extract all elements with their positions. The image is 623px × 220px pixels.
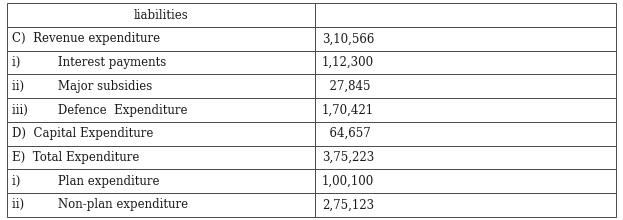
Text: ii)         Major subsidies: ii) Major subsidies <box>12 80 153 93</box>
Text: 64,657: 64,657 <box>322 127 371 140</box>
Bar <box>7 27 315 51</box>
Text: iii)        Defence  Expenditure: iii) Defence Expenditure <box>12 103 188 117</box>
Text: D)  Capital Expenditure: D) Capital Expenditure <box>12 127 154 140</box>
Bar <box>315 3 616 27</box>
Bar <box>7 169 315 193</box>
Bar <box>315 146 616 169</box>
Bar <box>7 51 315 74</box>
Text: 27,845: 27,845 <box>322 80 371 93</box>
Text: C)  Revenue expenditure: C) Revenue expenditure <box>12 32 161 45</box>
Text: 1,12,300: 1,12,300 <box>322 56 374 69</box>
Bar <box>7 193 315 217</box>
Bar <box>315 122 616 146</box>
Text: i)          Plan expenditure: i) Plan expenditure <box>12 175 160 188</box>
Bar <box>315 193 616 217</box>
Text: 1,70,421: 1,70,421 <box>322 103 374 117</box>
Text: liabilities: liabilities <box>133 9 188 22</box>
Bar <box>7 122 315 146</box>
Text: 3,75,223: 3,75,223 <box>322 151 374 164</box>
Bar <box>315 27 616 51</box>
Text: i)          Interest payments: i) Interest payments <box>12 56 167 69</box>
Bar <box>7 98 315 122</box>
Bar <box>315 74 616 98</box>
Bar <box>7 146 315 169</box>
Bar <box>315 98 616 122</box>
Bar <box>7 3 315 27</box>
Text: 2,75,123: 2,75,123 <box>322 198 374 211</box>
Bar <box>7 74 315 98</box>
Text: ii)         Non-plan expenditure: ii) Non-plan expenditure <box>12 198 189 211</box>
Text: E)  Total Expenditure: E) Total Expenditure <box>12 151 140 164</box>
Bar <box>315 169 616 193</box>
Bar <box>315 51 616 74</box>
Text: 1,00,100: 1,00,100 <box>322 175 374 188</box>
Text: 3,10,566: 3,10,566 <box>322 32 374 45</box>
